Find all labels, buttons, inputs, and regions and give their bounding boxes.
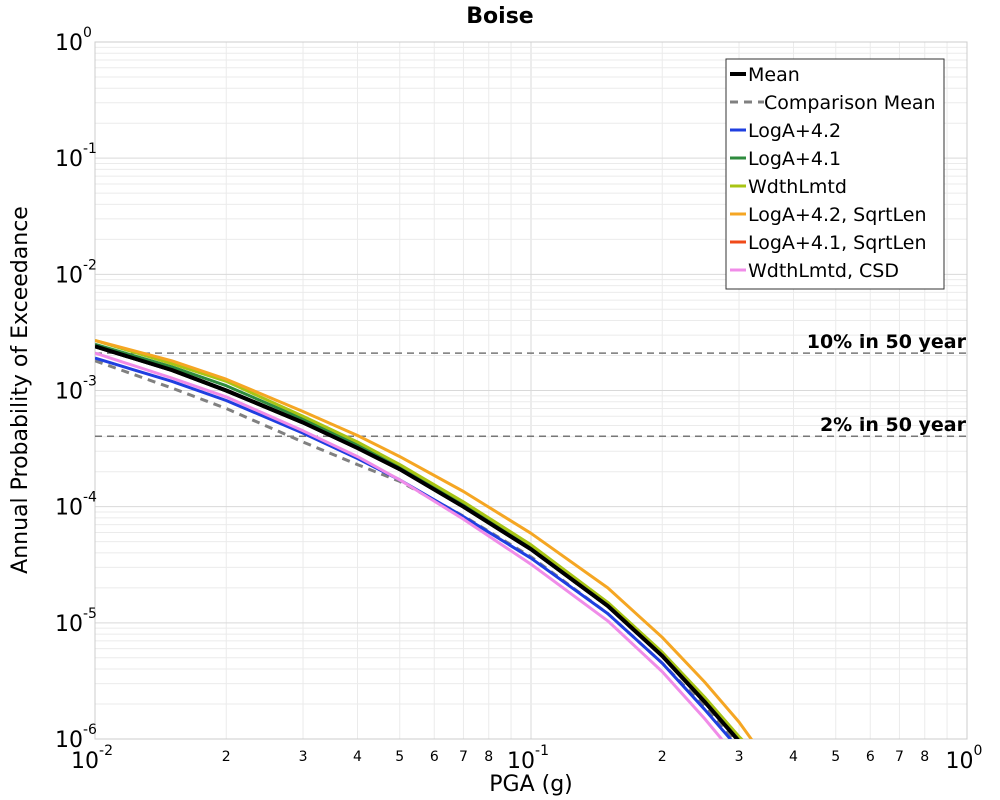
reference-line-label: 2% in 50 year [820,414,967,436]
y-tick-label: 10-4 [55,490,97,521]
x-minor-tick-label: 5 [831,749,840,765]
x-minor-tick-label: 5 [395,749,404,765]
series-line-mean [95,344,740,739]
y-tick-label: 10-6 [55,722,97,753]
series-line [95,344,740,739]
legend-entry: Mean [748,64,800,86]
x-minor-tick-label: 8 [484,749,493,765]
legend: Mean Comparison Mean LogA+4.2 LogA+4.1 Wdth… [725,58,945,290]
x-minor-tick-label: 3 [299,749,308,765]
x-minor-tick-label: 3 [735,749,744,765]
x-minor-tick-label: 7 [459,749,468,765]
series-layer [95,338,754,739]
x-tick-label: 10-2 [71,743,113,774]
series-line [95,338,744,739]
series-line [95,356,733,739]
y-tick-label: 10-3 [55,374,97,405]
reference-lines: 10% in 50 year 2% in 50 year [95,331,967,437]
legend-box [725,58,945,290]
x-tick-label: 10-1 [507,743,549,774]
x-minor-tick-label: 4 [789,749,798,765]
legend-entry: LogA+4.1, SqrtLen [748,232,927,254]
y-axis-ticks: 100 10-1 10-2 10-3 10-4 10-5 10-6 [55,25,97,753]
x-minor-tick-label: 8 [920,749,929,765]
legend-entry: LogA+4.2 [748,120,841,142]
series-line [95,338,754,739]
series-line [95,344,740,739]
legend-entry: WdthLmtd [748,176,847,198]
x-tick-label: 100 [946,743,983,774]
x-minor-tick-label: 7 [895,749,904,765]
legend-entry: Comparison Mean [764,92,936,114]
legend-entry: LogA+4.2, SqrtLen [748,204,927,226]
x-axis-title: PGA (g) [489,772,573,797]
x-minor-tick-label: 4 [353,749,362,765]
y-tick-label: 100 [55,25,92,56]
series-line [95,359,736,739]
series-line [95,351,724,739]
x-minor-tick-label: 6 [430,749,439,765]
y-tick-label: 10-1 [55,141,97,172]
chart-title: Boise [466,4,533,29]
series-line [95,342,742,739]
y-axis-title: Annual Probability of Exceedance [8,206,33,574]
x-minor-tick-label: 2 [222,749,231,765]
y-tick-label: 10-2 [55,257,97,288]
legend-entry: WdthLmtd, CSD [748,260,899,282]
y-tick-label: 10-5 [55,606,97,637]
x-minor-tick-label: 6 [866,749,875,765]
reference-line-label: 10% in 50 year [807,331,967,353]
legend-entry: LogA+4.1 [748,148,841,170]
plot-frame [94,41,968,740]
x-minor-tick-label: 2 [658,749,667,765]
